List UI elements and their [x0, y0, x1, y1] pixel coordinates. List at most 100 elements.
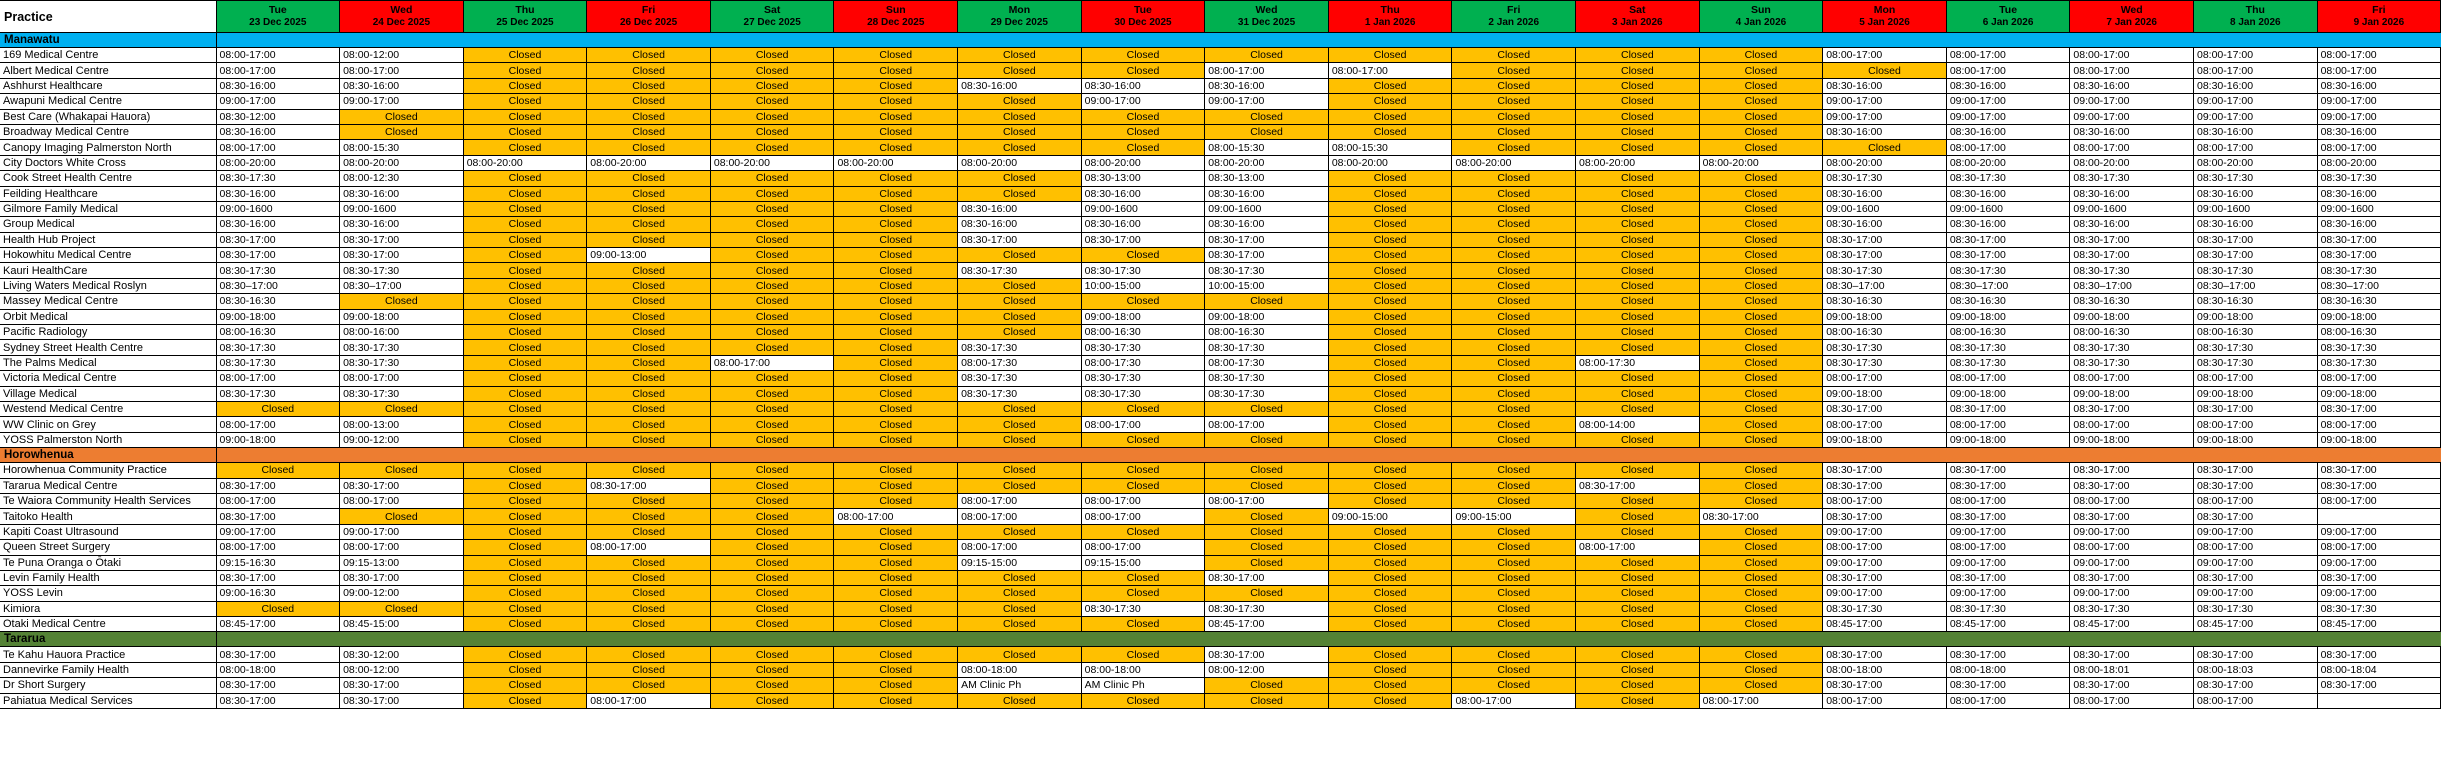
open-hours-cell[interactable]: 08:00-17:00: [1575, 539, 1700, 556]
open-hours-cell[interactable]: 08:30-16:00: [1822, 185, 1947, 202]
closed-hours-cell[interactable]: Closed: [1451, 677, 1577, 694]
table-row[interactable]: Living Waters Medical Roslyn 08:30–17:00 0…: [0, 277, 2441, 295]
closed-hours-cell[interactable]: Closed: [1327, 416, 1453, 433]
closed-hours-cell[interactable]: Closed: [1327, 231, 1453, 249]
open-hours-cell[interactable]: 08:00-18:00: [215, 661, 341, 679]
closed-hours-cell[interactable]: Closed: [709, 62, 835, 79]
open-hours-cell[interactable]: 08:30-16:00: [1945, 185, 2071, 202]
closed-hours-cell[interactable]: Closed: [1575, 400, 1700, 418]
practice-name-cell[interactable]: Queen Street Surgery: [0, 539, 217, 556]
closed-hours-cell[interactable]: Closed: [709, 77, 835, 95]
table-row[interactable]: Kauri HealthCare 08:30-17:30 08:30-17:30 Cl…: [0, 262, 2441, 279]
closed-hours-cell[interactable]: Closed: [957, 185, 1082, 202]
open-hours-cell[interactable]: 08:30-17:00: [2316, 400, 2441, 418]
table-row[interactable]: Gilmore Family Medical 09:00-1600 09:00-16…: [0, 200, 2441, 218]
closed-hours-cell[interactable]: Closed: [586, 108, 711, 125]
closed-hours-cell[interactable]: Closed: [709, 308, 835, 326]
open-hours-cell[interactable]: 08:30-16:30: [1945, 293, 2071, 310]
closed-hours-cell[interactable]: Closed: [462, 185, 588, 202]
open-hours-cell[interactable]: 08:00-17:30: [957, 354, 1082, 372]
open-hours-cell[interactable]: 09:00-18:00: [1080, 308, 1206, 326]
open-hours-cell[interactable]: 08:30-17:30: [339, 385, 464, 402]
open-hours-cell[interactable]: 09:00-17:00: [1822, 585, 1947, 602]
open-hours-cell[interactable]: 08:30-17:00: [1945, 400, 2071, 418]
open-hours-cell[interactable]: 08:30-16:00: [2069, 77, 2194, 95]
open-hours-cell[interactable]: 09:00-1600: [1945, 200, 2071, 218]
open-hours-cell[interactable]: 08:30-16:00: [957, 77, 1082, 95]
closed-hours-cell[interactable]: Closed: [1822, 139, 1947, 156]
closed-hours-cell[interactable]: Closed: [833, 216, 959, 233]
open-hours-cell[interactable]: 09:00-17:00: [1822, 108, 1947, 125]
open-hours-cell[interactable]: 08:00-17:00: [1945, 492, 2071, 510]
table-row[interactable]: Orbit Medical 09:00-18:00 09:00-18:00 Close…: [0, 308, 2441, 326]
table-row[interactable]: Massey Medical Centre 08:30-16:30 Closed Cl…: [0, 293, 2441, 310]
open-hours-cell[interactable]: 08:30-17:00: [2069, 646, 2194, 663]
closed-hours-cell[interactable]: Closed: [1575, 523, 1700, 541]
open-hours-cell[interactable]: 08:00-17:00: [1204, 62, 1329, 79]
closed-hours-cell[interactable]: Closed: [957, 616, 1082, 633]
open-hours-cell[interactable]: 08:00-17:00: [2193, 492, 2318, 510]
closed-hours-cell[interactable]: Closed: [586, 231, 711, 249]
open-hours-cell[interactable]: 08:30-16:00: [2316, 185, 2441, 202]
table-row[interactable]: Kimiora Closed Closed Closed Closed Closed Clo…: [0, 600, 2441, 618]
closed-hours-cell[interactable]: Closed: [957, 416, 1082, 433]
open-hours-cell[interactable]: 09:00-15:00: [1327, 508, 1453, 525]
open-hours-cell[interactable]: 08:00-20:00: [1698, 154, 1824, 172]
open-hours-cell[interactable]: 10:00-15:00: [1204, 277, 1329, 295]
open-hours-cell[interactable]: 08:30-16:00: [1822, 216, 1947, 233]
table-row[interactable]: Best Care (Whakapai Hauora) 08:30-12:00 Cl…: [0, 108, 2441, 125]
closed-hours-cell[interactable]: Closed: [1575, 339, 1700, 356]
closed-hours-cell[interactable]: Closed: [1575, 324, 1700, 341]
open-hours-cell[interactable]: 08:00-20:00: [2069, 154, 2194, 172]
open-hours-cell[interactable]: 08:30–17:00: [1945, 277, 2071, 295]
open-hours-cell[interactable]: 08:45-17:00: [2316, 616, 2441, 633]
open-hours-cell[interactable]: 08:00-13:00: [339, 416, 464, 433]
closed-hours-cell[interactable]: Closed: [462, 523, 588, 541]
open-hours-cell[interactable]: 08:30-17:30: [339, 339, 464, 356]
open-hours-cell[interactable]: 09:00-18:00: [215, 308, 341, 326]
closed-hours-cell[interactable]: Closed: [1204, 477, 1329, 494]
closed-hours-cell[interactable]: Closed: [957, 569, 1082, 587]
closed-hours-cell[interactable]: Closed: [1080, 108, 1206, 125]
closed-hours-cell[interactable]: Closed: [1698, 554, 1824, 571]
closed-hours-cell[interactable]: Closed: [1080, 569, 1206, 587]
open-hours-cell[interactable]: 10:00-15:00: [1080, 277, 1206, 295]
closed-hours-cell[interactable]: Closed: [1451, 616, 1577, 633]
closed-hours-cell[interactable]: Closed: [1698, 677, 1824, 694]
open-hours-cell[interactable]: 08:00-20:00: [1080, 154, 1206, 172]
closed-hours-cell[interactable]: Closed: [462, 200, 588, 218]
open-hours-cell[interactable]: 08:30-17:30: [2069, 354, 2194, 372]
closed-hours-cell[interactable]: Closed: [1698, 600, 1824, 618]
closed-hours-cell[interactable]: Closed: [1575, 293, 1700, 310]
table-row[interactable]: Queen Street Surgery 08:00-17:00 08:00-17:…: [0, 539, 2441, 556]
open-hours-cell[interactable]: 09:00-17:00: [2316, 585, 2441, 602]
table-row[interactable]: Feilding Healthcare 08:30-16:00 08:30-16:0…: [0, 185, 2441, 202]
closed-hours-cell[interactable]: Closed: [462, 370, 588, 387]
open-hours-cell[interactable]: 08:30-17:00: [1698, 508, 1824, 525]
closed-hours-cell[interactable]: Closed: [586, 200, 711, 218]
open-hours-cell[interactable]: 08:00-17:00: [339, 62, 464, 79]
open-hours-cell[interactable]: 09:00-17:00: [2069, 554, 2194, 571]
closed-hours-cell[interactable]: Closed: [1575, 170, 1700, 187]
closed-hours-cell[interactable]: Closed: [1204, 400, 1329, 418]
practice-name-cell[interactable]: Dannevirke Family Health: [0, 661, 217, 679]
closed-hours-cell[interactable]: Closed: [1698, 585, 1824, 602]
table-row[interactable]: The Palms Medical 08:30-17:30 08:30-17:30 C…: [0, 354, 2441, 372]
open-hours-cell[interactable]: 08:30-16:00: [1080, 77, 1206, 95]
closed-hours-cell[interactable]: Closed: [833, 354, 959, 372]
practice-name-cell[interactable]: Westend Medical Centre: [0, 400, 217, 418]
open-hours-cell[interactable]: 08:30-17:00: [215, 646, 341, 663]
closed-hours-cell[interactable]: Closed: [462, 554, 588, 571]
closed-hours-cell[interactable]: Closed: [957, 247, 1082, 264]
closed-hours-cell[interactable]: Closed: [1327, 200, 1453, 218]
open-hours-cell[interactable]: 09:00-1600: [2316, 200, 2441, 218]
closed-hours-cell[interactable]: Closed: [1327, 554, 1453, 571]
closed-hours-cell[interactable]: Closed: [586, 416, 711, 433]
open-hours-cell[interactable]: 08:30-16:00: [1945, 77, 2071, 95]
open-hours-cell[interactable]: 08:30-17:30: [1080, 339, 1206, 356]
closed-hours-cell[interactable]: Closed: [1080, 477, 1206, 494]
practice-name-cell[interactable]: City Doctors White Cross: [0, 154, 217, 172]
closed-hours-cell[interactable]: Closed: [709, 523, 835, 541]
open-hours-cell[interactable]: 08:30-16:00: [2193, 216, 2318, 233]
open-hours-cell[interactable]: 08:00-17:00: [2193, 539, 2318, 556]
